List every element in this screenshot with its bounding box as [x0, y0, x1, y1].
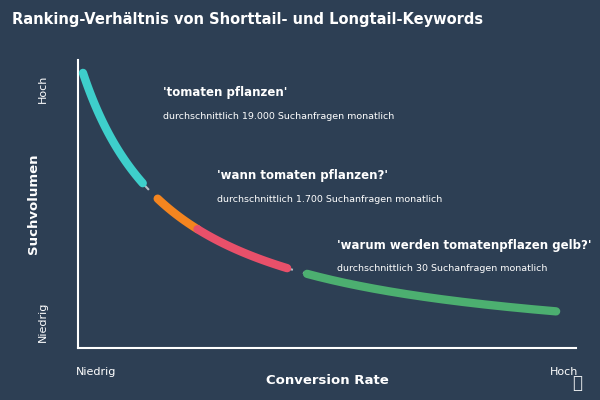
Text: Suchvolumen: Suchvolumen: [26, 154, 40, 254]
Text: Conversion Rate: Conversion Rate: [266, 374, 388, 387]
Text: 'wann tomaten pflanzen?': 'wann tomaten pflanzen?': [217, 170, 388, 182]
Text: Hoch: Hoch: [38, 74, 48, 103]
Text: 'tomaten pflanzen': 'tomaten pflanzen': [163, 86, 287, 99]
Text: Niedrig: Niedrig: [76, 367, 116, 377]
Text: Niedrig: Niedrig: [38, 302, 48, 342]
Text: 'warum werden tomatenpflazen gelb?': 'warum werden tomatenpflazen gelb?': [337, 238, 592, 252]
Text: ⓗ: ⓗ: [572, 374, 582, 392]
Text: durchschnittlich 30 Suchanfragen monatlich: durchschnittlich 30 Suchanfragen monatli…: [337, 264, 547, 274]
Text: durchschnittlich 19.000 Suchanfragen monatlich: durchschnittlich 19.000 Suchanfragen mon…: [163, 112, 394, 121]
Text: Hoch: Hoch: [550, 367, 578, 377]
Text: durchschnittlich 1.700 Suchanfragen monatlich: durchschnittlich 1.700 Suchanfragen mona…: [217, 195, 443, 204]
Text: Ranking-Verhältnis von Shorttail- und Longtail-Keywords: Ranking-Verhältnis von Shorttail- und Lo…: [12, 12, 483, 27]
